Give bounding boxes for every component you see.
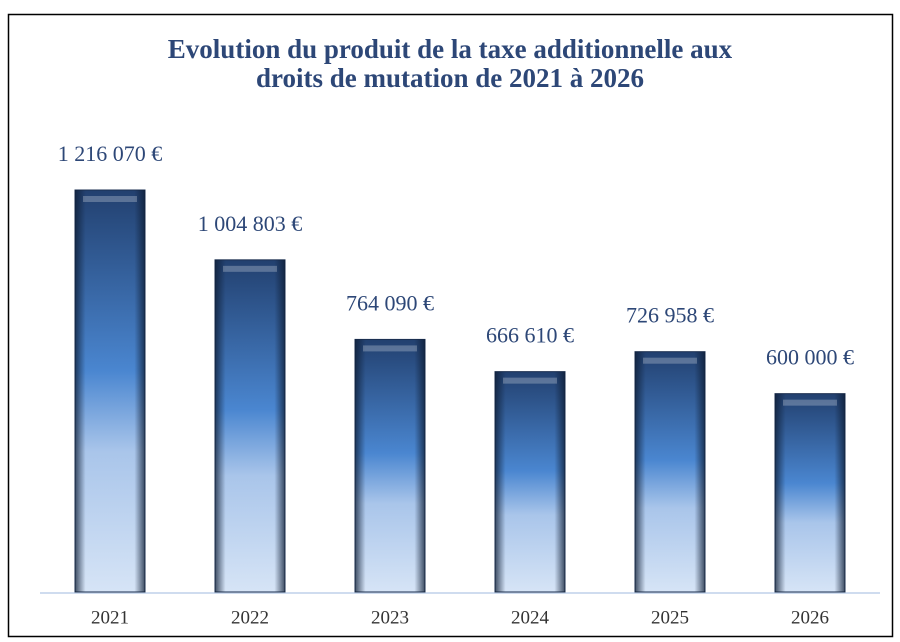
- bar-highlight: [363, 345, 417, 352]
- x-tick-label: 2023: [371, 607, 409, 628]
- bar-highlight: [83, 196, 137, 202]
- bar: [74, 189, 146, 593]
- chart-title: droits de mutation de 2021 à 2026: [256, 63, 644, 93]
- x-tick-label: 2021: [91, 607, 129, 628]
- value-label: 764 090 €: [346, 290, 434, 315]
- bar: [774, 393, 846, 593]
- value-label: 600 000 €: [766, 345, 854, 370]
- bar-highlight: [503, 377, 557, 384]
- value-label: 1 216 070 €: [58, 141, 163, 166]
- bar-highlight: [643, 357, 697, 364]
- bar: [634, 351, 706, 593]
- x-tick-label: 2025: [651, 607, 689, 628]
- x-tick-label: 2022: [231, 607, 269, 628]
- bar-highlight: [783, 399, 837, 406]
- x-tick-label: 2024: [511, 607, 550, 628]
- chart-title: Evolution du produit de la taxe addition…: [168, 34, 733, 64]
- bar: [354, 338, 426, 593]
- value-label: 1 004 803 €: [198, 211, 303, 236]
- bar: [494, 371, 566, 593]
- value-label: 666 610 €: [486, 323, 574, 348]
- value-label: 726 958 €: [626, 303, 714, 328]
- x-tick-label: 2026: [791, 607, 829, 628]
- bar: [214, 259, 286, 593]
- bar-highlight: [223, 265, 277, 272]
- chart-frame: [7, 13, 894, 638]
